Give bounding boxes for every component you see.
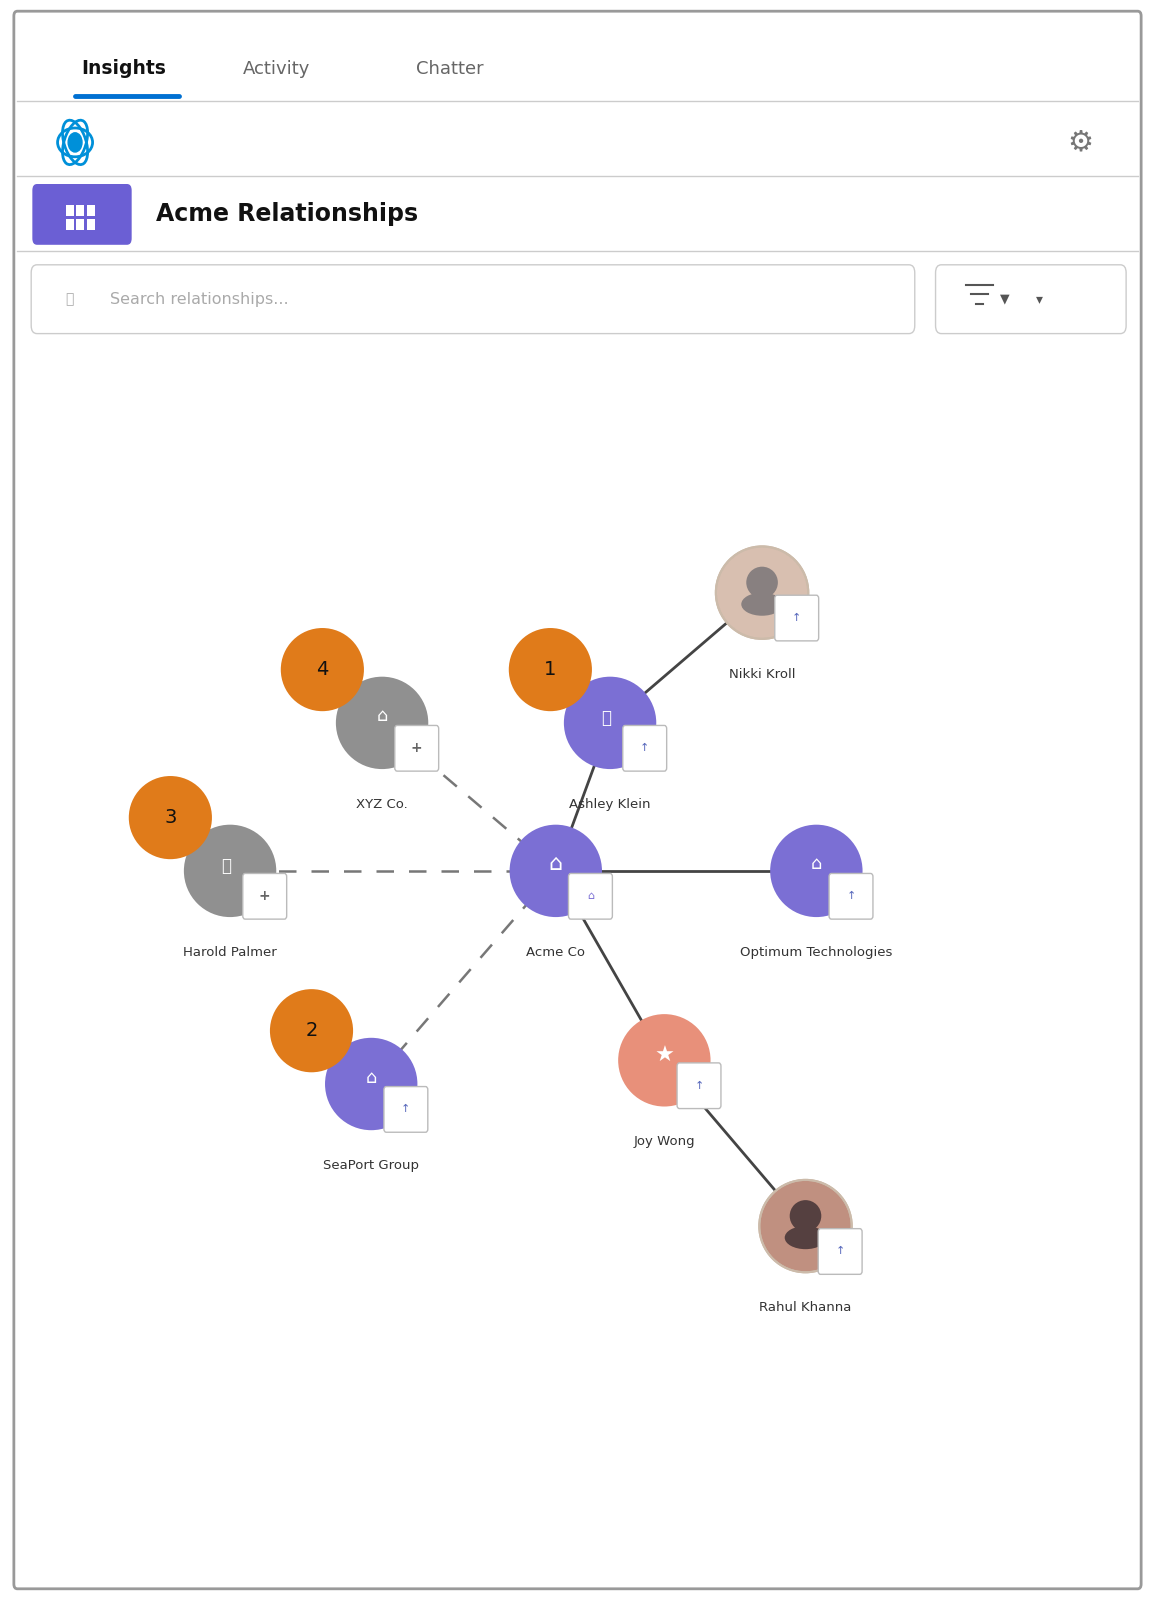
Text: 3: 3 (164, 808, 177, 827)
Text: 🔍: 🔍 (65, 293, 74, 306)
FancyBboxPatch shape (32, 184, 132, 245)
FancyBboxPatch shape (66, 219, 74, 230)
FancyBboxPatch shape (76, 219, 84, 230)
FancyBboxPatch shape (14, 11, 1141, 1589)
Ellipse shape (784, 1226, 826, 1250)
FancyBboxPatch shape (395, 725, 439, 771)
Text: ⌂: ⌂ (377, 707, 388, 725)
FancyBboxPatch shape (31, 264, 915, 334)
Text: Chatter: Chatter (416, 59, 484, 78)
Text: ↑: ↑ (694, 1080, 703, 1091)
Text: 2: 2 (305, 1021, 318, 1040)
Text: Joy Wong: Joy Wong (634, 1136, 695, 1149)
FancyBboxPatch shape (936, 264, 1126, 334)
Text: 4: 4 (316, 661, 328, 678)
Ellipse shape (270, 989, 353, 1072)
Text: 1: 1 (544, 661, 557, 678)
FancyBboxPatch shape (623, 725, 666, 771)
Text: Harold Palmer: Harold Palmer (184, 946, 277, 958)
FancyBboxPatch shape (775, 595, 819, 642)
FancyBboxPatch shape (87, 219, 95, 230)
Text: ⌂: ⌂ (365, 1069, 377, 1086)
Text: ▾: ▾ (1036, 293, 1043, 306)
Ellipse shape (746, 566, 777, 598)
Text: ↑: ↑ (835, 1246, 844, 1256)
Ellipse shape (128, 776, 213, 859)
FancyBboxPatch shape (87, 205, 95, 216)
Text: Optimum Technologies: Optimum Technologies (740, 946, 893, 958)
Text: ▼: ▼ (1000, 293, 1009, 306)
Ellipse shape (509, 824, 602, 917)
Ellipse shape (770, 824, 863, 917)
Text: Activity: Activity (243, 59, 310, 78)
Text: Insights: Insights (81, 59, 165, 78)
Text: Search relationships...: Search relationships... (110, 291, 289, 307)
Ellipse shape (742, 592, 783, 616)
Text: Acme Co: Acme Co (527, 946, 586, 958)
Text: ⌂: ⌂ (811, 856, 822, 874)
Text: ⌂: ⌂ (549, 854, 562, 875)
Text: ↑: ↑ (401, 1104, 410, 1115)
FancyBboxPatch shape (76, 205, 84, 216)
Text: 👥: 👥 (602, 709, 612, 726)
Text: ↑: ↑ (792, 613, 802, 622)
Text: Ashley Klein: Ashley Klein (569, 798, 650, 811)
FancyBboxPatch shape (383, 1086, 427, 1133)
Text: ⌂: ⌂ (587, 891, 594, 901)
FancyBboxPatch shape (829, 874, 873, 918)
Ellipse shape (509, 629, 593, 710)
Ellipse shape (790, 1200, 821, 1232)
Text: XYZ Co.: XYZ Co. (356, 798, 408, 811)
Text: ↑: ↑ (847, 891, 856, 901)
Ellipse shape (716, 547, 808, 638)
Ellipse shape (759, 1179, 851, 1272)
Ellipse shape (184, 824, 276, 917)
Ellipse shape (281, 629, 364, 710)
Circle shape (68, 133, 82, 152)
Text: SeaPort Group: SeaPort Group (323, 1158, 419, 1171)
Ellipse shape (325, 1038, 417, 1130)
FancyBboxPatch shape (677, 1062, 721, 1109)
FancyBboxPatch shape (818, 1229, 862, 1274)
Text: ⚙: ⚙ (1067, 128, 1093, 157)
FancyBboxPatch shape (243, 874, 286, 918)
Ellipse shape (336, 677, 429, 770)
FancyBboxPatch shape (568, 874, 612, 918)
Text: ↑: ↑ (640, 744, 649, 754)
Text: +: + (411, 741, 423, 755)
Text: 👤: 👤 (222, 858, 232, 875)
FancyBboxPatch shape (66, 205, 74, 216)
Text: Acme Relationships: Acme Relationships (156, 203, 418, 227)
Text: +: + (259, 890, 270, 904)
Text: Nikki Kroll: Nikki Kroll (729, 667, 796, 680)
Ellipse shape (618, 1014, 710, 1107)
Ellipse shape (564, 677, 656, 770)
Text: ★: ★ (655, 1045, 675, 1066)
Text: Rahul Khanna: Rahul Khanna (759, 1301, 851, 1314)
